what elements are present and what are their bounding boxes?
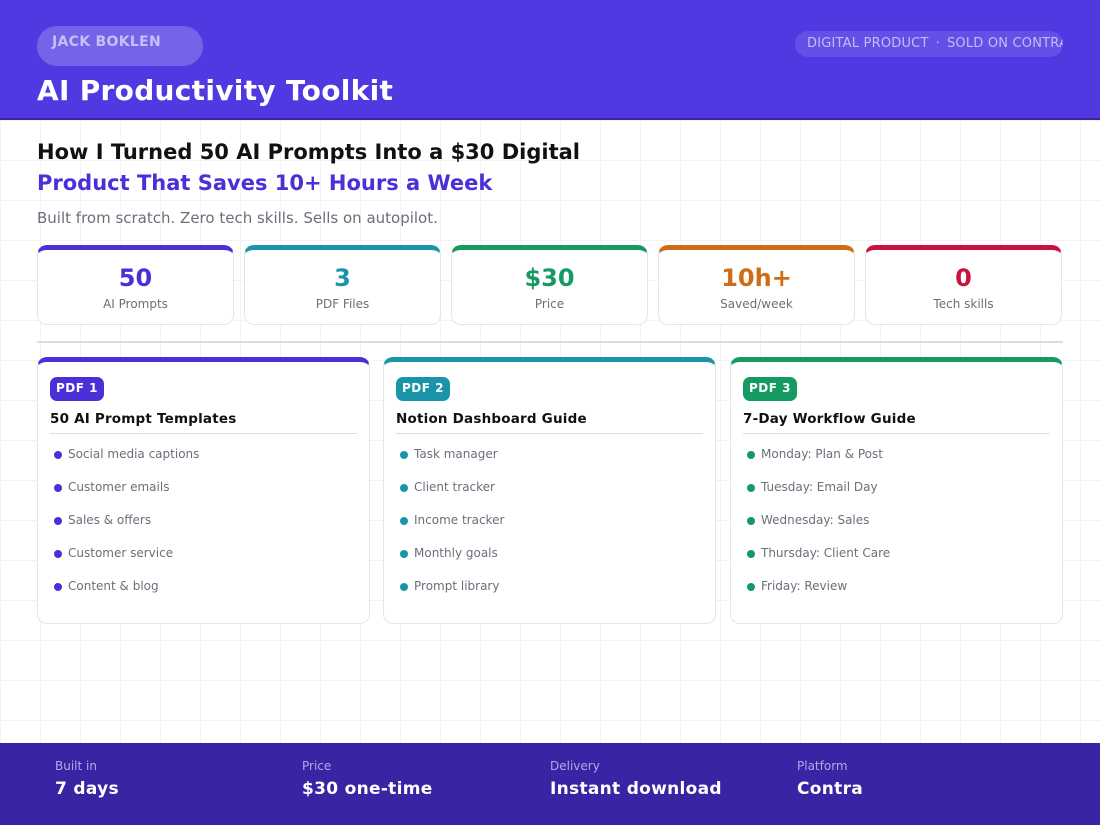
bullet-dot-icon [54,583,62,591]
footer-value: Instant download [550,779,722,799]
list-item: Monthly goals [400,546,504,579]
list-item: Client tracker [400,480,504,513]
list-item-label: Monthly goals [414,546,498,560]
meta-platform: SOLD ON CONTRA [946,36,1063,51]
stat-card-tech-skills: 0 Tech skills [865,245,1062,325]
stat-card-prompts: 50 AI Prompts [37,245,234,325]
pdf-badge: PDF 1 [50,377,104,401]
headline-subtitle: Built from scratch. Zero tech skills. Se… [37,209,438,227]
footer-built-in: Built in 7 days [55,759,119,799]
list-item-label: Content & blog [68,579,159,593]
bullet-dot-icon [400,484,408,492]
list-item: Monday: Plan & Post [747,447,890,480]
list-item-label: Prompt library [414,579,500,593]
card-title: Notion Dashboard Guide [396,411,587,427]
section-divider [37,341,1063,343]
stat-label: PDF Files [315,297,370,311]
bullet-dot-icon [400,517,408,525]
card-item-list: Task manager Client tracker Income track… [400,447,504,612]
list-item: Wednesday: Sales [747,513,890,546]
footer-label: Price [302,759,332,773]
list-item: Thursday: Client Care [747,546,890,579]
list-item-label: Friday: Review [761,579,848,593]
pdf-badge: PDF 2 [396,377,450,401]
list-item-label: Customer service [68,546,174,560]
stat-label: Price [534,297,565,311]
bullet-dot-icon [747,550,755,558]
footer-value: $30 one-time [302,779,433,799]
list-item: Tuesday: Email Day [747,480,890,513]
headline-line-2: Product That Saves 10+ Hours a Week [37,171,493,195]
card-item-list: Social media captions Customer emails Sa… [54,447,199,612]
stat-label: Saved/week [720,297,793,311]
meta-separator: · [935,36,940,51]
header-banner: JACK BOKLEN DIGITAL PRODUCT · SOLD ON CONT… [0,0,1100,120]
bullet-dot-icon [400,451,408,459]
list-item-label: Thursday: Client Care [761,546,891,560]
list-item: Task manager [400,447,504,480]
footer-label: Platform [797,759,848,773]
list-item: Income tracker [400,513,504,546]
bullet-dot-icon [54,451,62,459]
footer-label: Built in [55,759,97,773]
stat-value: 3 [334,264,351,292]
list-item-label: Client tracker [414,480,495,494]
stat-value: 10h+ [721,264,792,292]
list-item: Prompt library [400,579,504,612]
stat-label: AI Prompts [103,297,168,311]
bullet-dot-icon [54,517,62,525]
list-item: Customer service [54,546,199,579]
list-item-label: Tuesday: Email Day [761,480,878,494]
pdf-card-notion-dashboard: PDF 2 Notion Dashboard Guide Task manage… [383,357,716,624]
bullet-dot-icon [54,484,62,492]
card-item-list: Monday: Plan & Post Tuesday: Email Day W… [747,447,890,612]
card-divider [50,433,357,434]
card-title: 50 AI Prompt Templates [50,411,237,427]
list-item: Customer emails [54,480,199,513]
meta-product-type: DIGITAL PRODUCT [807,36,929,51]
pdf-card-workflow-guide: PDF 3 7-Day Workflow Guide Monday: Plan … [730,357,1063,624]
list-item: Content & blog [54,579,199,612]
stat-card-time-saved: 10h+ Saved/week [658,245,855,325]
list-item: Friday: Review [747,579,890,612]
list-item-label: Social media captions [68,447,200,461]
headline-line-1: How I Turned 50 AI Prompts Into a $30 Di… [37,140,580,164]
card-divider [396,433,703,434]
stat-value: 50 [118,264,153,292]
pdf-card-prompt-templates: PDF 1 50 AI Prompt Templates Social medi… [37,357,370,624]
list-item-label: Customer emails [68,480,170,494]
stat-card-price: $30 Price [451,245,648,325]
list-item: Sales & offers [54,513,199,546]
list-item-label: Monday: Plan & Post [761,447,883,461]
author-pill: JACK BOKLEN [37,26,203,66]
bullet-dot-icon [54,550,62,558]
list-item-label: Income tracker [414,513,505,527]
bullet-dot-icon [400,583,408,591]
footer-value: Contra [797,779,864,799]
page-title: AI Productivity Toolkit [37,74,394,107]
stat-value: 0 [955,264,972,292]
stat-card-pdf-files: 3 PDF Files [244,245,441,325]
bullet-dot-icon [747,451,755,459]
bullet-dot-icon [747,517,755,525]
product-meta-pill: DIGITAL PRODUCT · SOLD ON CONTRA [795,31,1063,57]
bullet-dot-icon [747,484,755,492]
card-divider [743,433,1050,434]
list-item-label: Sales & offers [68,513,152,527]
list-item-label: Task manager [414,447,498,461]
bullet-dot-icon [747,583,755,591]
footer-delivery: Delivery Instant download [550,759,722,799]
footer-value: 7 days [55,779,119,799]
card-title: 7-Day Workflow Guide [743,411,916,427]
list-item: Social media captions [54,447,199,480]
pdf-badge: PDF 3 [743,377,797,401]
footer-label: Delivery [550,759,600,773]
stat-value: $30 [524,264,575,292]
list-item-label: Wednesday: Sales [761,513,870,527]
bullet-dot-icon [400,550,408,558]
footer-price: Price $30 one-time [302,759,433,799]
footer-bar: Built in 7 days Price $30 one-time Deliv… [0,743,1100,825]
footer-platform: Platform Contra [797,759,863,799]
stat-label: Tech skills [933,297,994,311]
